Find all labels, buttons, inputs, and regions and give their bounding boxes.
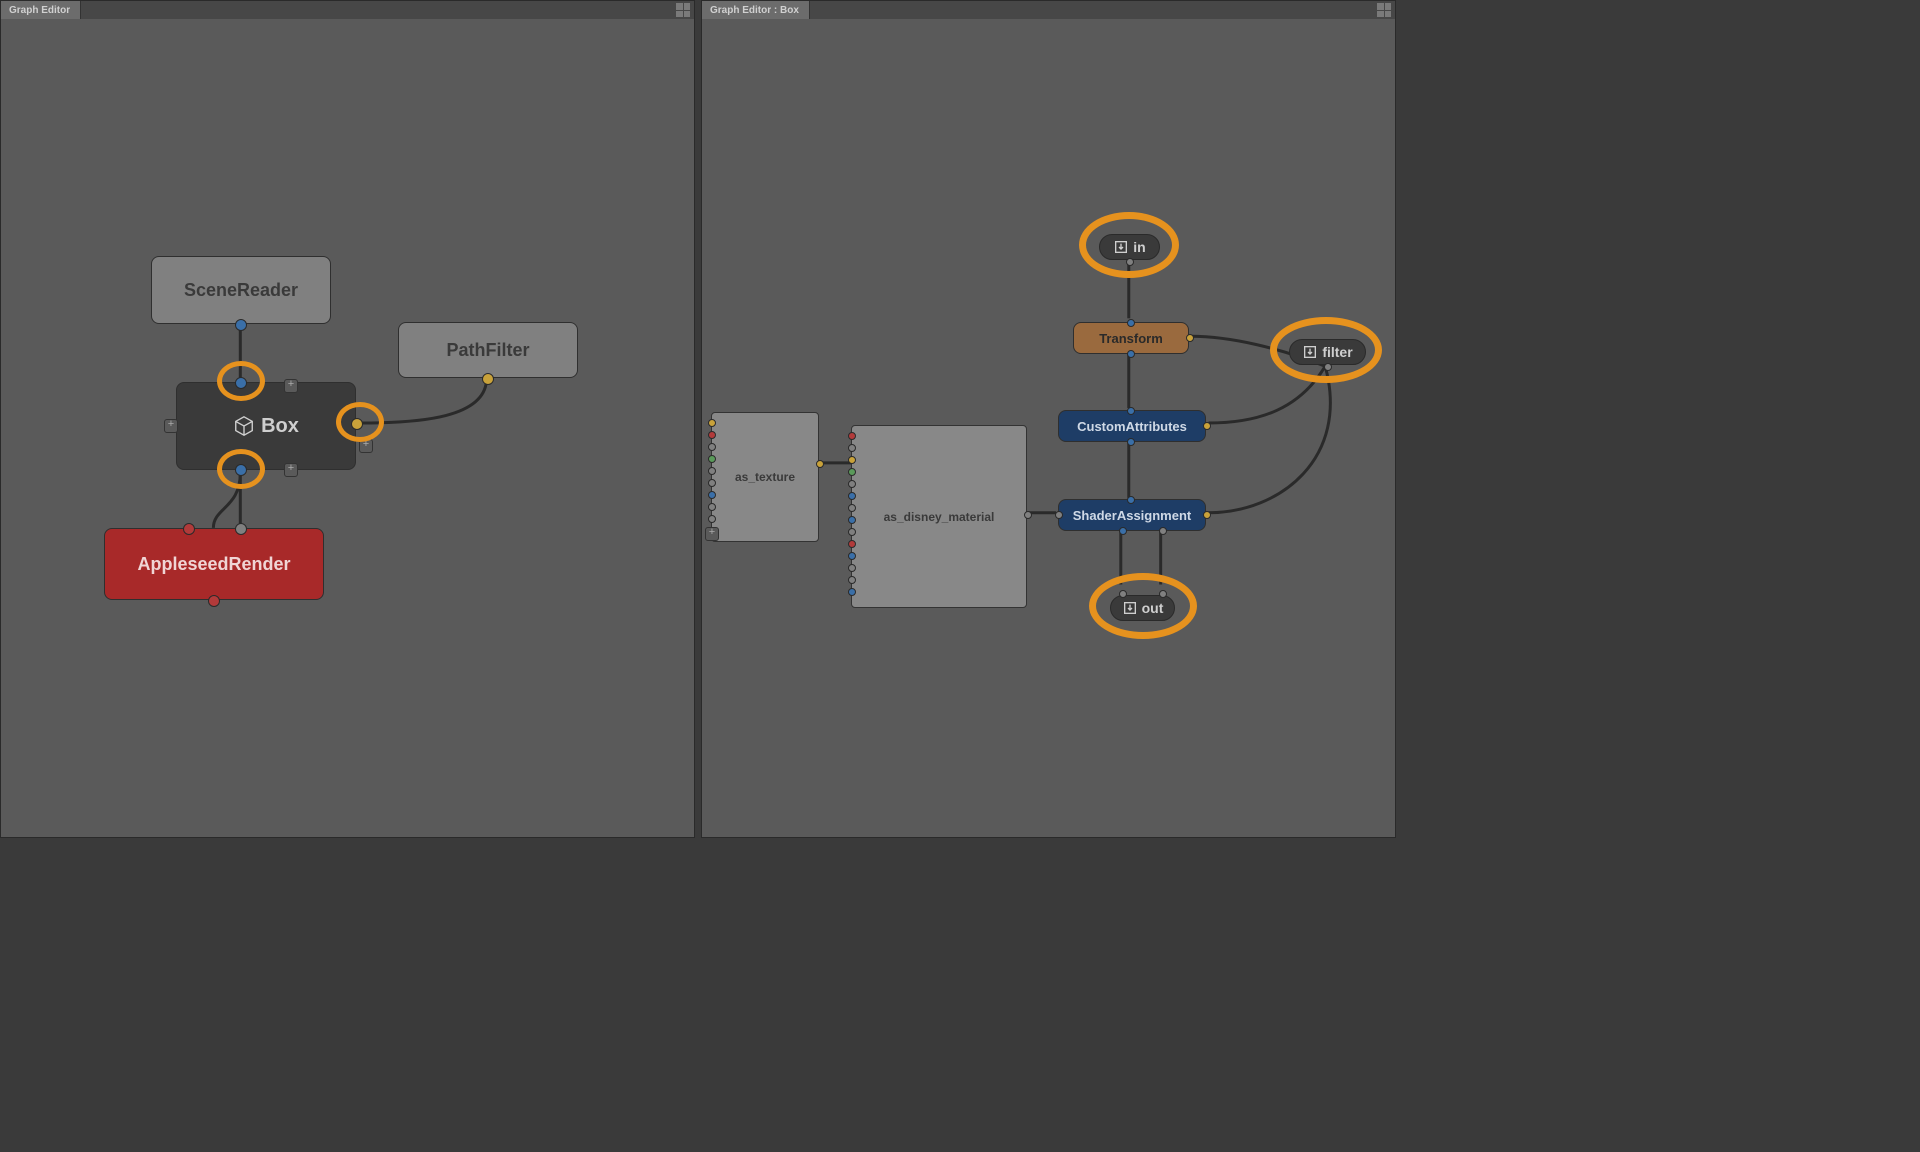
port[interactable]: [708, 503, 716, 511]
tab-graph-editor-box[interactable]: Graph Editor : Box: [702, 1, 810, 19]
port[interactable]: [848, 432, 856, 440]
box-filter-pill[interactable]: filter: [1289, 339, 1366, 365]
port-in[interactable]: [1127, 319, 1135, 327]
node-label: ShaderAssignment: [1073, 508, 1191, 523]
port-in[interactable]: [1119, 590, 1127, 598]
graph-editor-panel-right: Graph Editor : Box: [701, 0, 1396, 838]
tabbar-left: Graph Editor: [1, 1, 694, 19]
node-label: as_disney_material: [884, 510, 995, 524]
port[interactable]: [708, 491, 716, 499]
port[interactable]: [708, 455, 716, 463]
port[interactable]: [848, 576, 856, 584]
port[interactable]: [848, 552, 856, 560]
box-in-pill[interactable]: in: [1099, 234, 1160, 260]
pill-label: in: [1133, 239, 1145, 255]
port-out[interactable]: [482, 373, 494, 385]
port-out[interactable]: [816, 460, 824, 468]
add-port-icon[interactable]: [284, 379, 298, 393]
port[interactable]: [848, 480, 856, 488]
node-as-texture[interactable]: as_texture: [711, 412, 819, 542]
port-in[interactable]: [183, 523, 195, 535]
port-side[interactable]: [1186, 334, 1194, 342]
port[interactable]: [848, 516, 856, 524]
port-in[interactable]: [1159, 590, 1167, 598]
port-filter[interactable]: [351, 418, 363, 430]
arrow-down-box-icon: [1113, 239, 1129, 255]
layout-grid-icon[interactable]: [1377, 3, 1391, 17]
port-in[interactable]: [1127, 496, 1135, 504]
node-path-filter[interactable]: PathFilter: [398, 322, 578, 378]
port[interactable]: [708, 443, 716, 451]
add-port-icon[interactable]: [284, 463, 298, 477]
port[interactable]: [708, 515, 716, 523]
pill-label: filter: [1322, 344, 1352, 360]
port[interactable]: [848, 492, 856, 500]
node-label: AppleseedRender: [137, 554, 290, 575]
port-side[interactable]: [1203, 511, 1211, 519]
port-out[interactable]: [1127, 350, 1135, 358]
arrow-down-box-icon: [1122, 600, 1138, 616]
port[interactable]: [848, 540, 856, 548]
port[interactable]: [708, 479, 716, 487]
node-as-disney-material[interactable]: as_disney_material: [851, 425, 1027, 608]
box-icon: [233, 415, 255, 437]
graph-editor-panel-left: Graph Editor SceneReader PathFilter: [0, 0, 695, 838]
port-out[interactable]: [1126, 258, 1134, 266]
port-out[interactable]: [1119, 527, 1127, 535]
port-in[interactable]: [1127, 407, 1135, 415]
add-port-icon[interactable]: [359, 439, 373, 453]
port[interactable]: [708, 419, 716, 427]
node-box[interactable]: Box: [176, 382, 356, 470]
node-label: SceneReader: [184, 280, 298, 301]
port[interactable]: [848, 528, 856, 536]
layout-grid-icon[interactable]: [676, 3, 690, 17]
port-in[interactable]: [235, 523, 247, 535]
add-port-icon[interactable]: [705, 527, 719, 541]
box-out-pill[interactable]: out: [1110, 595, 1175, 621]
port-out[interactable]: [235, 319, 247, 331]
port-in[interactable]: [235, 377, 247, 389]
port[interactable]: [848, 468, 856, 476]
tab-graph-editor[interactable]: Graph Editor: [1, 1, 81, 19]
workspace: Graph Editor SceneReader PathFilter: [0, 0, 1396, 838]
node-label: Transform: [1099, 331, 1163, 346]
port[interactable]: [848, 444, 856, 452]
port-out[interactable]: [1159, 527, 1167, 535]
node-label: Box: [261, 415, 299, 438]
add-port-icon[interactable]: [164, 419, 178, 433]
port-out[interactable]: [1324, 363, 1332, 371]
node-label: PathFilter: [446, 340, 529, 361]
pill-label: out: [1142, 600, 1164, 616]
port[interactable]: [848, 588, 856, 596]
arrow-down-box-icon: [1302, 344, 1318, 360]
port-side[interactable]: [1203, 422, 1211, 430]
node-scene-reader[interactable]: SceneReader: [151, 256, 331, 324]
tabbar-right: Graph Editor : Box: [702, 1, 1395, 19]
port[interactable]: [708, 431, 716, 439]
port[interactable]: [848, 504, 856, 512]
port-shader-in[interactable]: [1055, 511, 1063, 519]
canvas-left[interactable]: SceneReader PathFilter Box: [1, 19, 694, 837]
node-label: as_texture: [735, 470, 795, 484]
canvas-right[interactable]: in filter Transform C: [702, 19, 1395, 837]
port-out[interactable]: [208, 595, 220, 607]
port[interactable]: [708, 467, 716, 475]
node-label: CustomAttributes: [1077, 419, 1187, 434]
port[interactable]: [848, 564, 856, 572]
port-out[interactable]: [235, 464, 247, 476]
port-out[interactable]: [1024, 511, 1032, 519]
port-out[interactable]: [1127, 438, 1135, 446]
port[interactable]: [848, 456, 856, 464]
node-appleseed-render[interactable]: AppleseedRender: [104, 528, 324, 600]
